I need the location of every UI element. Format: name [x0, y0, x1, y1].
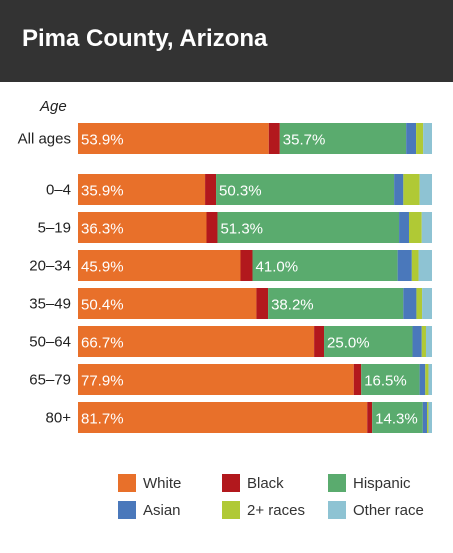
bar-segment — [418, 250, 432, 281]
data-label: 38.2% — [271, 297, 314, 314]
bar-segment — [361, 364, 420, 395]
bar-segment — [428, 364, 432, 395]
bar-segment — [314, 326, 325, 357]
data-label: 36.3% — [81, 221, 124, 238]
legend-swatch — [118, 501, 136, 519]
bar-segment — [421, 326, 426, 357]
legend-item: White — [118, 473, 181, 493]
category-label: 50–64 — [29, 334, 71, 351]
bar-segment — [78, 288, 257, 319]
chart-title: Pima County, Arizona — [22, 25, 268, 52]
data-label: 25.0% — [327, 335, 370, 352]
legend-swatch — [328, 501, 346, 519]
legend-item: Hispanic — [328, 473, 411, 493]
legend-label: 2+ races — [247, 501, 305, 519]
bar-segment — [403, 174, 420, 205]
y-axis-title: Age — [39, 98, 67, 115]
bar-segment — [268, 288, 404, 319]
data-label: 14.3% — [375, 411, 418, 428]
category-label: 0–4 — [46, 182, 71, 199]
data-label: 41.0% — [256, 259, 299, 276]
category-label: 80+ — [46, 410, 72, 427]
bar-segment — [216, 174, 395, 205]
bar-segment — [421, 212, 432, 243]
bar-segment — [256, 288, 269, 319]
bar-segment — [78, 250, 241, 281]
bar-segment — [78, 123, 269, 154]
data-label: 53.9% — [81, 132, 124, 149]
data-label: 45.9% — [81, 259, 124, 276]
legend-item: 2+ races — [222, 500, 305, 520]
data-label: 51.3% — [220, 221, 263, 238]
bar-segment — [78, 174, 206, 205]
data-label: 35.7% — [283, 132, 326, 149]
bar-segment — [403, 288, 417, 319]
bar-segment — [408, 212, 422, 243]
bar-segment — [78, 402, 368, 433]
bar-segment — [419, 364, 426, 395]
bar-segment — [206, 212, 218, 243]
bar-segment — [422, 288, 432, 319]
data-label: 50.4% — [81, 297, 124, 314]
bar-segment — [416, 123, 424, 154]
bar-segment — [427, 402, 429, 433]
bar-segment — [416, 288, 423, 319]
bar-segment — [78, 364, 354, 395]
legend-swatch — [328, 474, 346, 492]
data-label: 81.7% — [81, 411, 124, 428]
header-bar: Pima County, Arizona — [0, 0, 453, 82]
bar-segment — [353, 364, 362, 395]
legend-item: Other race — [328, 500, 424, 520]
bar-segment — [411, 250, 419, 281]
bar-segment — [372, 402, 423, 433]
bar-segment — [425, 364, 429, 395]
legend-label: Asian — [143, 501, 181, 519]
bar-segment — [252, 250, 398, 281]
bar-segment — [78, 212, 207, 243]
legend-label: Hispanic — [353, 474, 411, 492]
stacked-bar-chart: Age All ages 53.9% 35.7% 0–4 35.9% 50.3% 5–19 36… — [18, 98, 432, 433]
legend-swatch — [118, 474, 136, 492]
bar-segment — [240, 250, 253, 281]
bar-segment — [425, 326, 432, 357]
bar-segment — [367, 402, 373, 433]
legend-item: Black — [222, 473, 284, 493]
bar-segment — [419, 174, 432, 205]
data-label: 16.5% — [364, 373, 407, 390]
data-label: 66.7% — [81, 335, 124, 352]
bar-segment — [279, 123, 407, 154]
legend-label: Black — [247, 474, 284, 492]
legend-item: Asian — [118, 500, 181, 520]
bar-segment — [217, 212, 400, 243]
legend-swatch — [222, 474, 240, 492]
bar-segment — [428, 402, 432, 433]
bar-segment — [399, 212, 409, 243]
bar-segment — [394, 174, 404, 205]
legend-swatch — [222, 501, 240, 519]
category-label: 20–34 — [29, 258, 71, 275]
bar-segment — [268, 123, 280, 154]
bar-segment — [406, 123, 417, 154]
data-label: 77.9% — [81, 373, 124, 390]
category-label: 35–49 — [29, 296, 71, 313]
category-label: 65–79 — [29, 372, 71, 389]
category-label: 5–19 — [38, 220, 71, 237]
data-label: 35.9% — [81, 183, 124, 200]
category-label: All ages — [18, 131, 71, 148]
data-label: 50.3% — [219, 183, 262, 200]
bar-segment — [78, 326, 315, 357]
bar-segment — [397, 250, 412, 281]
bar-segment — [422, 402, 428, 433]
bar-segment — [205, 174, 217, 205]
bar-segment — [412, 326, 422, 357]
bar-segment — [324, 326, 413, 357]
bar-segment — [423, 123, 432, 154]
legend-label: Other race — [353, 501, 424, 519]
legend-label: White — [143, 474, 182, 492]
